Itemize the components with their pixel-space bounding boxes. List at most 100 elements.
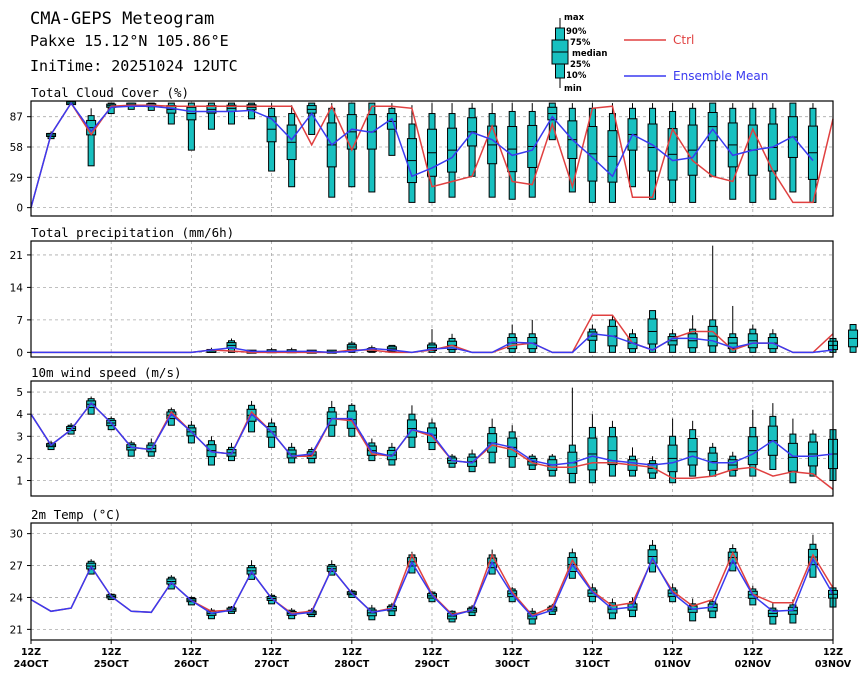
box-plot (767, 329, 778, 353)
box-plot (507, 324, 518, 353)
box-plot (587, 324, 598, 353)
y-tick-label: 1 (16, 476, 23, 488)
box-outer (187, 102, 195, 151)
box-plot (467, 103, 478, 177)
box-plot (727, 451, 738, 477)
x-tick-hour: 12Z (422, 647, 442, 658)
x-tick-hour: 12Z (101, 647, 121, 658)
panel-0: Total Cloud Cover (%) 0 29 58 87 (10, 85, 834, 217)
legend-label-90: 90% (566, 27, 587, 37)
box-plot (527, 319, 538, 353)
init-time-label: IniTime: 20251024 12UTC (30, 57, 238, 75)
panel-title: 10m wind speed (m/s) (31, 365, 182, 380)
ensemble-mean-line (31, 333, 834, 354)
box-plot (487, 418, 498, 464)
box-plot (787, 102, 798, 193)
x-tick-date: 01NOV (654, 659, 691, 670)
panel-frame (30, 100, 834, 217)
box-plot (647, 310, 658, 353)
box-plot (427, 103, 437, 203)
y-tick-label: 2 (16, 453, 23, 465)
box-plot (667, 103, 678, 203)
box-plot (767, 602, 778, 625)
box-plot (386, 442, 397, 466)
y-tick-label: 14 (10, 282, 24, 294)
box-plot (707, 245, 718, 353)
legend-label-min: min (564, 84, 582, 94)
y-tick-label: 4 (16, 409, 23, 421)
legend-label-25: 25% (570, 60, 591, 70)
panel-1: Total precipitation (mm/6h) 0 7 14 21 (10, 225, 859, 359)
y-tick-label: 27 (10, 561, 23, 573)
x-tick-hour: 12Z (663, 647, 683, 658)
box-plot (286, 105, 297, 188)
box-plot (647, 103, 658, 200)
y-tick-label: 21 (10, 250, 23, 262)
panel-frame (30, 240, 834, 358)
box-plot (206, 102, 217, 130)
x-tick-date: 29OCT (415, 659, 450, 670)
box-plot (707, 102, 718, 177)
box-plot (86, 108, 97, 167)
box-plot (447, 333, 458, 353)
x-tick-date: 03NOV (815, 659, 852, 670)
y-tick-label: 24 (10, 592, 24, 604)
box-plot (707, 599, 718, 619)
legend-label-75: 75% (570, 38, 591, 48)
box-plot (747, 103, 758, 203)
x-tick-date: 27OCT (254, 659, 289, 670)
box-plot (627, 329, 638, 353)
box-plot (807, 429, 818, 477)
y-tick-label: 29 (10, 172, 23, 184)
y-tick-label: 7 (16, 315, 23, 327)
box-plot (607, 420, 618, 477)
box-outer (207, 102, 215, 130)
box-plot (607, 103, 618, 203)
y-tick-label: 0 (16, 347, 23, 359)
box-outer (87, 115, 95, 167)
x-tick-hour: 12Z (181, 647, 201, 658)
x-tick-hour: 12Z (21, 647, 41, 658)
ctrl-series-line (30, 101, 834, 208)
box-plot (567, 387, 578, 484)
x-tick-hour: 12Z (342, 647, 362, 658)
y-tick-label: 0 (16, 203, 23, 215)
legend-label-median: median (572, 49, 607, 59)
ensemble-mean-line (30, 401, 834, 466)
box-plot (507, 103, 518, 200)
box-outer (228, 102, 235, 125)
legend: max 90% 75% median 25% 10% min Ctrl Ense… (551, 13, 768, 94)
box-plot (767, 103, 778, 200)
legend-label-max: max (564, 13, 585, 23)
box-plot (406, 105, 417, 203)
box-plot (266, 103, 277, 172)
box-plot (687, 315, 698, 353)
legend-ctrl-label: Ctrl (673, 33, 694, 47)
y-tick-label: 30 (10, 529, 23, 541)
y-tick-label: 21 (10, 624, 23, 636)
panel-title: Total precipitation (mm/6h) (31, 225, 234, 240)
box-plot (767, 403, 778, 470)
panel-3: 2m Temp (°C) 21 24 27 30 (10, 507, 838, 641)
box-plot (487, 103, 498, 198)
box-plot (727, 305, 738, 353)
box-plot (687, 420, 698, 477)
legend-label-10: 10% (566, 71, 587, 81)
x-tick-date: 28OCT (334, 659, 369, 670)
y-tick-label: 87 (10, 112, 23, 124)
panel-2: 10m wind speed (m/s) 1 2 3 4 5 (16, 365, 838, 497)
box-plot (146, 438, 157, 457)
panel-title: Total Cloud Cover (%) (31, 85, 189, 100)
x-tick-hour: 12Z (502, 647, 522, 658)
x-tick-date: 24OCT (14, 659, 49, 670)
box-plot (406, 405, 417, 448)
box-plot (206, 436, 217, 466)
box-plot (326, 103, 337, 198)
ensemble-mean-line (30, 101, 814, 208)
y-tick-label: 58 (10, 142, 23, 154)
x-tick-hour: 12Z (743, 647, 763, 658)
x-tick-hour: 12Z (582, 647, 602, 658)
box-plot (226, 442, 237, 462)
box-plot (747, 324, 758, 353)
ensemble-mean-line (30, 556, 834, 618)
